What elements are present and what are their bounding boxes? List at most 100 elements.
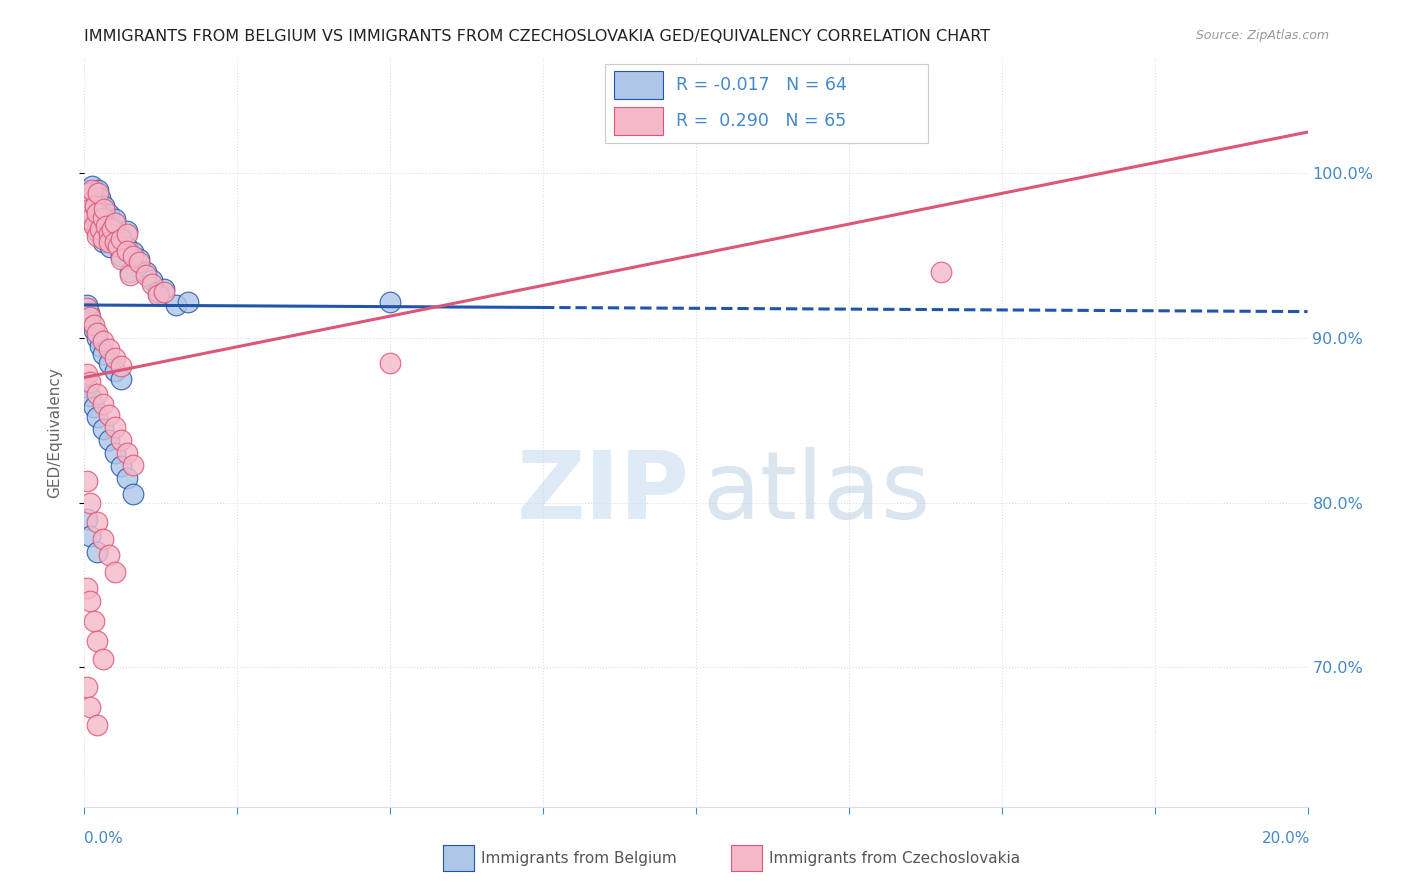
Point — [98, 240, 121, 254]
Point — [91, 207, 114, 221]
Point — [115, 224, 138, 238]
Point — [929, 265, 952, 279]
Point — [91, 211, 114, 225]
Point — [79, 594, 101, 608]
Point — [110, 433, 132, 447]
Point — [84, 195, 107, 210]
Point — [77, 191, 100, 205]
Point — [83, 318, 105, 332]
Point — [97, 227, 120, 242]
Point — [94, 219, 117, 233]
Point — [83, 400, 105, 414]
Point — [79, 388, 101, 402]
Point — [76, 183, 98, 197]
Text: R =  0.290   N = 65: R = 0.290 N = 65 — [676, 112, 846, 129]
Point — [146, 288, 169, 302]
Point — [97, 343, 120, 357]
Point — [76, 367, 98, 381]
Point — [120, 268, 142, 283]
Point — [86, 206, 108, 220]
Point — [79, 314, 101, 328]
Point — [79, 199, 101, 213]
Point — [97, 433, 120, 447]
Point — [79, 207, 101, 221]
Point — [97, 409, 120, 423]
Point — [77, 195, 100, 210]
Point — [91, 228, 114, 243]
Point — [153, 285, 176, 299]
Point — [104, 420, 127, 434]
Point — [91, 421, 114, 435]
Point — [104, 446, 127, 460]
Point — [101, 219, 124, 233]
Point — [110, 372, 132, 386]
Point — [110, 232, 132, 246]
Point — [110, 249, 132, 263]
Point — [76, 680, 98, 694]
Point — [86, 634, 108, 648]
Point — [89, 191, 111, 205]
Point — [89, 219, 111, 233]
Point — [141, 277, 163, 291]
Point — [122, 458, 145, 472]
Point — [86, 545, 108, 559]
Point — [79, 699, 101, 714]
Point — [97, 224, 120, 238]
Point — [79, 495, 101, 509]
Point — [122, 487, 145, 501]
Bar — [614, 107, 662, 135]
Point — [153, 281, 176, 295]
Point — [77, 306, 100, 320]
Point — [83, 614, 105, 628]
Point — [128, 255, 150, 269]
Text: atlas: atlas — [702, 447, 931, 539]
Point — [76, 581, 98, 595]
Point — [86, 224, 108, 238]
Point — [91, 532, 114, 546]
Point — [104, 232, 127, 246]
Point — [76, 474, 98, 488]
Point — [107, 238, 129, 252]
Point — [110, 359, 132, 373]
Point — [146, 285, 169, 299]
Point — [86, 718, 108, 732]
Y-axis label: GED/Equivalency: GED/Equivalency — [48, 368, 62, 498]
Point — [135, 265, 157, 279]
Point — [104, 212, 127, 227]
Point — [86, 326, 108, 340]
Point — [122, 245, 145, 260]
Point — [135, 268, 157, 283]
Text: 20.0%: 20.0% — [1263, 831, 1310, 846]
Bar — [614, 70, 662, 99]
Point — [79, 528, 101, 542]
Point — [97, 549, 120, 563]
Text: 0.0%: 0.0% — [84, 831, 124, 846]
Point — [97, 356, 120, 370]
Point — [104, 235, 127, 250]
Point — [76, 301, 98, 316]
Point — [115, 471, 138, 485]
Point — [94, 216, 117, 230]
Text: R = -0.017   N = 64: R = -0.017 N = 64 — [676, 77, 846, 95]
Point — [91, 652, 114, 666]
Point — [83, 186, 105, 200]
Point — [97, 235, 120, 250]
Point — [84, 199, 107, 213]
Point — [79, 212, 101, 227]
Point — [115, 240, 138, 254]
Text: Source: ZipAtlas.com: Source: ZipAtlas.com — [1195, 29, 1329, 42]
Point — [91, 334, 114, 349]
Point — [86, 516, 108, 530]
Point — [101, 222, 124, 236]
Point — [86, 228, 108, 243]
Point — [79, 310, 101, 324]
Text: IMMIGRANTS FROM BELGIUM VS IMMIGRANTS FROM CZECHOSLOVAKIA GED/EQUIVALENCY CORREL: IMMIGRANTS FROM BELGIUM VS IMMIGRANTS FR… — [84, 29, 990, 44]
Point — [79, 376, 101, 390]
Point — [76, 186, 98, 200]
Point — [86, 331, 108, 345]
Point — [86, 409, 108, 424]
Point — [86, 387, 108, 401]
Point — [115, 227, 138, 242]
Point — [177, 294, 200, 309]
Point — [380, 294, 402, 309]
